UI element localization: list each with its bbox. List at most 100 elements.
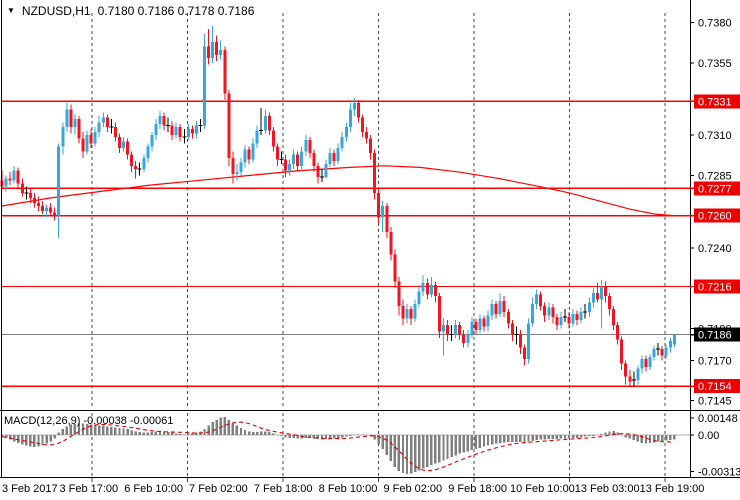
- macd-bar: [519, 435, 522, 442]
- candle-bear: [190, 128, 194, 134]
- candle-bear: [126, 141, 130, 155]
- candle-bull: [535, 294, 539, 305]
- macd-bar: [446, 435, 449, 459]
- candle-bull: [571, 313, 575, 324]
- candle-bull: [664, 347, 668, 356]
- macd-bar: [227, 419, 230, 435]
- candle-bull: [158, 115, 162, 124]
- candle-bear: [356, 103, 360, 118]
- candle-bull: [93, 132, 97, 144]
- macd-bar: [162, 431, 166, 435]
- borders-layer: [0, 0, 740, 478]
- candle-bull: [251, 143, 255, 160]
- candle-bear: [616, 325, 620, 340]
- macd-bar: [397, 435, 401, 471]
- candle-bear: [16, 170, 20, 184]
- price-tick-label: 0.7310: [698, 130, 732, 142]
- macd-bar: [341, 435, 344, 438]
- price-badge-level-bg: [694, 94, 740, 109]
- candle-bear: [506, 312, 510, 324]
- macd-bar: [33, 435, 36, 448]
- candle-bull: [150, 135, 154, 147]
- macd-bar: [118, 428, 121, 435]
- price-tick-label: 0.7380: [698, 18, 732, 30]
- candle-bear: [32, 198, 36, 203]
- candle-bear: [389, 231, 393, 255]
- macd-bar: [203, 429, 206, 435]
- macd-bar: [616, 432, 619, 435]
- candle-bull: [288, 164, 292, 171]
- price-badge-level-label: 0.7216: [698, 282, 732, 294]
- macd-bar: [304, 435, 307, 438]
- macd-bar: [336, 435, 340, 438]
- candle-bull: [640, 358, 644, 369]
- macd-bar: [543, 435, 546, 440]
- macd-bar: [231, 423, 235, 435]
- macd-bar: [57, 432, 60, 435]
- candle-bull: [587, 302, 591, 313]
- candle-bear: [223, 50, 227, 94]
- candle-bear: [227, 93, 231, 158]
- macd-bar: [426, 435, 429, 467]
- candle-bear: [296, 154, 300, 166]
- macd-bar: [150, 432, 154, 435]
- macd-bar: [73, 424, 77, 435]
- macd-bar: [316, 435, 320, 440]
- price-badge-level: 0.7331: [690, 94, 740, 109]
- macd-bar: [268, 432, 271, 435]
- macd-bar: [454, 435, 457, 456]
- candle-bear: [231, 157, 235, 174]
- time-label: 13 Feb 19:00: [640, 483, 705, 495]
- candle-bull: [531, 304, 535, 324]
- macd-bar: [644, 435, 648, 444]
- macd-bar: [438, 435, 441, 463]
- candle-bull: [57, 146, 61, 216]
- time-label: 6 Feb 10:00: [124, 483, 183, 495]
- candle-bull: [142, 157, 146, 169]
- candle-bear: [49, 207, 53, 213]
- macd-bar: [8, 435, 12, 440]
- candle-bull: [591, 292, 595, 303]
- candle-bull: [263, 115, 267, 131]
- macd-bar: [422, 435, 425, 469]
- candle-bull: [146, 146, 150, 158]
- candle-bear: [502, 300, 506, 313]
- price-badge-level-bg: [694, 208, 740, 223]
- macd-bar: [239, 428, 243, 435]
- price-badge-level: 0.7154: [690, 379, 740, 394]
- macd-bar: [563, 435, 567, 439]
- candle-bear: [551, 307, 555, 317]
- candle-bull: [352, 103, 356, 110]
- macd-bar: [98, 425, 101, 435]
- candle-bull: [421, 283, 425, 292]
- candle-bear: [170, 125, 174, 136]
- candle-bear: [494, 304, 498, 314]
- macd-bar: [53, 435, 56, 439]
- candle-bull: [454, 325, 458, 335]
- macd-bar: [89, 424, 93, 435]
- macd-bar: [503, 435, 506, 443]
- macd-bar: [624, 435, 627, 438]
- macd-bar: [122, 428, 125, 435]
- candle-bear: [539, 294, 543, 306]
- candle-bull: [122, 141, 125, 149]
- candle-bear: [474, 321, 478, 330]
- candle-bull: [636, 368, 640, 380]
- candle-bull: [348, 109, 352, 128]
- symbol-dropdown-icon[interactable]: ▼: [7, 6, 15, 15]
- price-badge-level-label: 0.7277: [698, 183, 732, 195]
- candle-bear: [316, 165, 320, 178]
- macd-bar: [535, 435, 538, 441]
- macd-bar: [166, 432, 170, 435]
- candle-bear: [308, 140, 312, 153]
- candle-bull: [486, 315, 490, 327]
- candle-bull: [255, 130, 259, 144]
- symbol-label: NZDUSD,H1: [21, 4, 91, 18]
- candle-bull: [300, 151, 304, 166]
- macd-bar: [154, 431, 158, 435]
- price-tick-label: 0.7145: [698, 396, 732, 408]
- macd-bar: [486, 435, 490, 446]
- macd-bar: [588, 435, 591, 437]
